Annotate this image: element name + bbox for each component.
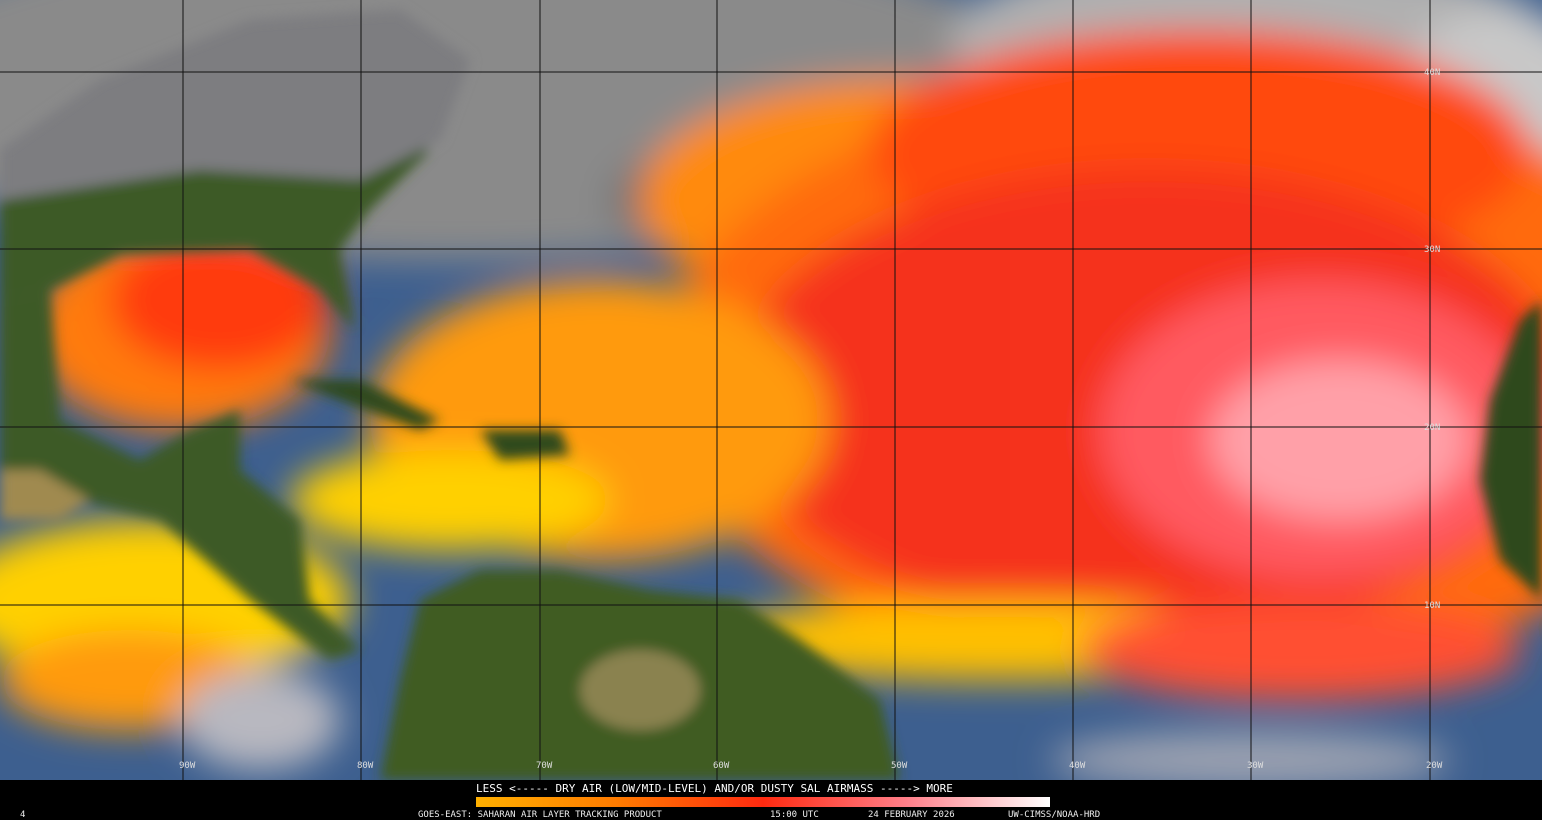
legend-text: LESS <----- DRY AIR (LOW/MID-LEVEL) AND/… <box>476 782 953 795</box>
lon-label: 40W <box>1069 761 1086 771</box>
lon-label: 60W <box>713 761 730 771</box>
legend-scale <box>476 797 1050 807</box>
lon-label: 30W <box>1247 761 1264 771</box>
grid-labels: 90W 80W 70W 60W 50W 40W 30W 20W 40N 30N 20N 10N <box>179 68 1443 771</box>
lat-label: 40N <box>1424 68 1440 78</box>
footer-credit: UW-CIMSS/NOAA-HRD <box>1008 810 1100 820</box>
graticule <box>0 0 1542 780</box>
lon-label: 50W <box>891 761 908 771</box>
lon-label: 90W <box>179 761 196 771</box>
lon-label: 70W <box>536 761 553 771</box>
imagery <box>0 0 1542 780</box>
footer-time: 15:00 UTC <box>770 810 819 820</box>
lon-label: 80W <box>357 761 374 771</box>
frame-number: 4 <box>20 810 25 820</box>
footer-date: 24 FEBRUARY 2026 <box>868 810 955 820</box>
lat-label: 30N <box>1424 245 1440 255</box>
lat-label: 10N <box>1424 601 1440 611</box>
lat-label: 20N <box>1424 423 1440 433</box>
lon-label: 20W <box>1426 761 1443 771</box>
footer-product: GOES-EAST: SAHARAN AIR LAYER TRACKING PR… <box>418 810 662 820</box>
